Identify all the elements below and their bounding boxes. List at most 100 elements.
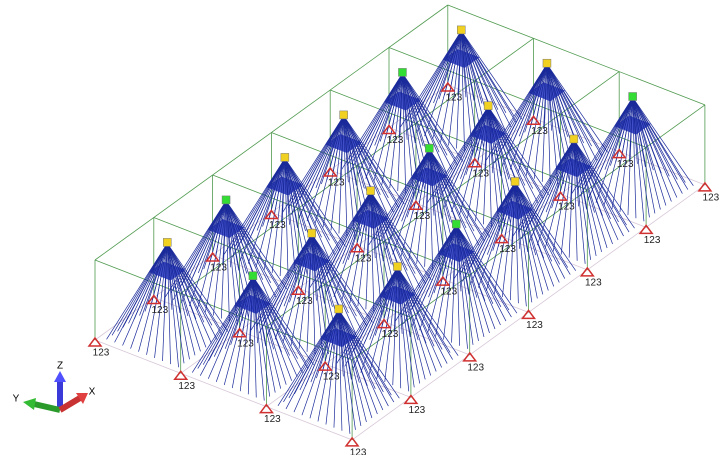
apex-node xyxy=(628,92,637,101)
support-label: 123 xyxy=(440,287,457,298)
cable xyxy=(370,191,416,292)
z-label: Z xyxy=(57,361,63,372)
cable xyxy=(460,30,499,110)
cable xyxy=(406,224,457,314)
support xyxy=(494,233,510,244)
cable xyxy=(487,106,492,228)
cable xyxy=(310,115,344,193)
cable xyxy=(197,200,227,274)
cable xyxy=(252,276,257,398)
cable xyxy=(604,97,633,170)
cable xyxy=(225,200,255,313)
cable xyxy=(252,276,265,401)
cable xyxy=(428,224,457,298)
support-label: 123 xyxy=(445,93,462,104)
cable xyxy=(546,64,600,150)
apex-node xyxy=(334,304,343,314)
cable xyxy=(619,97,633,213)
cable xyxy=(347,191,371,260)
cable xyxy=(429,149,480,246)
cable xyxy=(523,139,575,229)
cable xyxy=(311,234,373,323)
pyramid xyxy=(400,25,523,155)
x-arrow xyxy=(58,395,82,413)
support xyxy=(440,81,456,92)
y-label: Y xyxy=(13,394,20,405)
cable xyxy=(186,200,227,282)
cable xyxy=(299,309,339,391)
cable xyxy=(511,182,516,246)
cable xyxy=(338,309,373,419)
cable xyxy=(632,97,686,183)
cable xyxy=(599,97,633,174)
cable xyxy=(252,276,266,347)
support-label: 123 xyxy=(414,211,431,222)
support xyxy=(638,224,654,235)
cable xyxy=(352,267,398,352)
cable xyxy=(514,182,533,303)
cable xyxy=(215,276,254,383)
cable xyxy=(455,224,502,308)
cable xyxy=(358,191,371,252)
cable xyxy=(192,200,227,278)
cable xyxy=(402,73,431,186)
cable xyxy=(416,149,430,264)
cable xyxy=(417,149,430,210)
cable xyxy=(427,106,489,203)
cable xyxy=(397,267,419,341)
support-label: 123 xyxy=(499,244,516,255)
cable xyxy=(632,97,661,210)
cable xyxy=(283,234,313,307)
cable xyxy=(272,234,313,315)
cable xyxy=(573,139,579,207)
cable xyxy=(397,267,451,353)
cable xyxy=(397,267,415,388)
cable xyxy=(370,191,384,262)
cable xyxy=(154,243,168,358)
cable xyxy=(241,276,254,337)
cable xyxy=(429,149,491,238)
cable xyxy=(514,182,549,291)
cable xyxy=(621,97,633,158)
y-arrow xyxy=(33,401,61,413)
cable xyxy=(225,200,280,287)
cable xyxy=(524,64,548,133)
cable xyxy=(327,309,339,371)
cable xyxy=(481,182,516,259)
apex-node xyxy=(542,58,552,68)
support xyxy=(87,336,103,347)
cable xyxy=(455,224,486,301)
cable xyxy=(455,224,474,345)
support-label: 123 xyxy=(350,448,367,455)
cable xyxy=(397,267,427,344)
cable xyxy=(133,243,168,320)
cable xyxy=(338,309,351,434)
cable xyxy=(252,276,290,356)
support xyxy=(376,318,392,329)
cable xyxy=(632,97,645,222)
cable xyxy=(455,224,470,295)
cable xyxy=(485,64,548,161)
cable xyxy=(475,106,489,222)
cable xyxy=(460,30,483,104)
cable xyxy=(455,224,510,311)
cable xyxy=(460,30,467,98)
cable xyxy=(632,97,654,171)
cable xyxy=(252,276,258,344)
cable xyxy=(562,139,575,201)
cable xyxy=(368,149,430,246)
cable xyxy=(395,224,457,322)
cable xyxy=(166,243,197,320)
support-label: 123 xyxy=(382,329,399,340)
cable xyxy=(545,139,575,213)
cable xyxy=(632,97,637,219)
cable xyxy=(402,73,424,147)
cable xyxy=(384,149,430,234)
cable xyxy=(277,309,339,407)
cable xyxy=(343,115,381,195)
cable xyxy=(284,158,289,280)
cable xyxy=(460,30,523,120)
support xyxy=(521,309,536,320)
cable xyxy=(570,139,575,204)
cable xyxy=(402,73,464,162)
